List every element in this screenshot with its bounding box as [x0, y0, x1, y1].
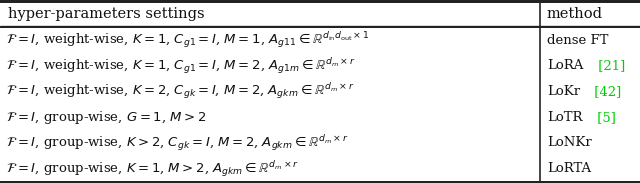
Text: LoRA: LoRA [547, 59, 584, 72]
Text: dense FT: dense FT [547, 33, 609, 46]
Text: [42]: [42] [590, 85, 621, 98]
Text: $\mathcal{F} = I$, group-wise, $K > 2$, $C_{gk} = I$, $M = 2$, $A_{gkm} \in \mat: $\mathcal{F} = I$, group-wise, $K > 2$, … [6, 133, 349, 153]
Text: method: method [546, 7, 602, 21]
Text: $\mathcal{F} = I$, group-wise, $K = 1$, $M > 2$, $A_{gkm} \in \mathbb{R}^{d_m \t: $\mathcal{F} = I$, group-wise, $K = 1$, … [6, 159, 300, 179]
Text: $\mathcal{F} = I$, weight-wise, $K = 1$, $C_{g1} = I$, $M = 2$, $A_{g1m} \in \ma: $\mathcal{F} = I$, weight-wise, $K = 1$,… [6, 56, 356, 76]
Text: [5]: [5] [593, 111, 616, 124]
Text: LoNKr: LoNKr [547, 137, 592, 150]
Text: [21]: [21] [594, 59, 625, 72]
Text: $\mathcal{F} = I$, weight-wise, $K = 1$, $C_{g1} = I$, $M = 1$, $A_{g11} \in \ma: $\mathcal{F} = I$, weight-wise, $K = 1$,… [6, 30, 370, 50]
Text: LoRTA: LoRTA [547, 162, 591, 175]
Text: $\mathcal{F} = I$, group-wise, $G = 1$, $M > 2$: $\mathcal{F} = I$, group-wise, $G = 1$, … [6, 109, 207, 126]
Text: $\mathcal{F} = I$, weight-wise, $K = 2$, $C_{gk} = I$, $M = 2$, $A_{gkm} \in \ma: $\mathcal{F} = I$, weight-wise, $K = 2$,… [6, 82, 355, 101]
Text: hyper-parameters settings: hyper-parameters settings [8, 7, 204, 21]
Text: LoTR: LoTR [547, 111, 583, 124]
Text: LoKr: LoKr [547, 85, 580, 98]
